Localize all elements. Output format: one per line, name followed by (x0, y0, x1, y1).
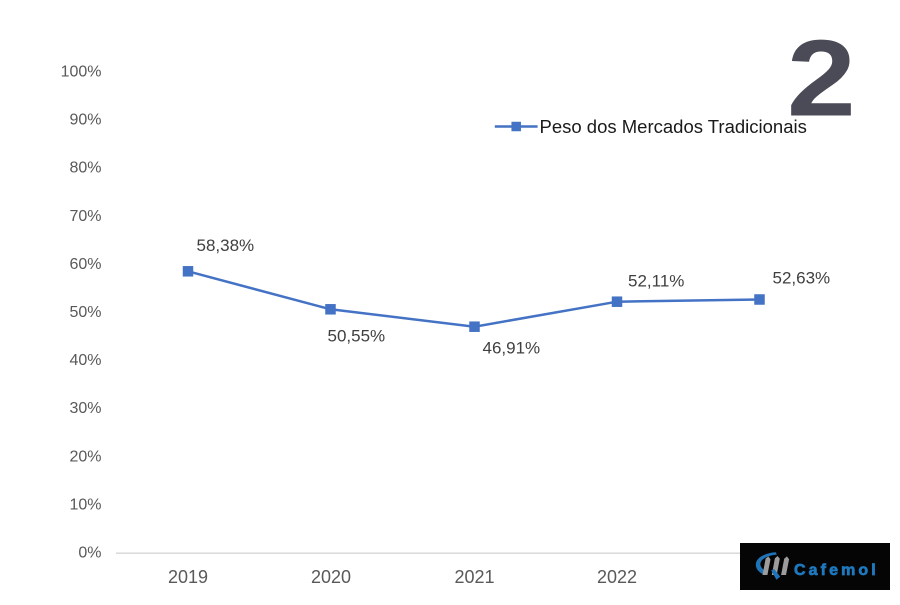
svg-text:20%: 20% (69, 448, 101, 465)
svg-text:2022: 2022 (597, 567, 637, 587)
svg-text:Peso dos Mercados Tradicionais: Peso dos Mercados Tradicionais (540, 116, 807, 137)
svg-text:100%: 100% (61, 64, 102, 81)
svg-text:52,63%: 52,63% (773, 268, 831, 287)
svg-text:2019: 2019 (168, 567, 208, 587)
svg-text:52,11%: 52,11% (628, 271, 684, 290)
svg-text:60%: 60% (69, 256, 101, 273)
svg-text:58,38%: 58,38% (197, 236, 255, 255)
svg-text:40%: 40% (69, 352, 101, 369)
svg-text:Cafemol: Cafemol (794, 562, 879, 579)
svg-text:50,55%: 50,55% (328, 327, 386, 346)
svg-text:90%: 90% (69, 112, 101, 129)
svg-text:2020: 2020 (311, 567, 351, 587)
svg-text:2021: 2021 (454, 567, 494, 587)
svg-text:0%: 0% (78, 545, 101, 562)
svg-text:10%: 10% (69, 496, 101, 513)
svg-text:2: 2 (787, 16, 856, 138)
svg-text:70%: 70% (69, 208, 101, 225)
svg-text:46,91%: 46,91% (483, 339, 541, 358)
svg-text:30%: 30% (69, 400, 101, 417)
svg-text:50%: 50% (69, 304, 101, 321)
svg-text:80%: 80% (69, 160, 101, 177)
